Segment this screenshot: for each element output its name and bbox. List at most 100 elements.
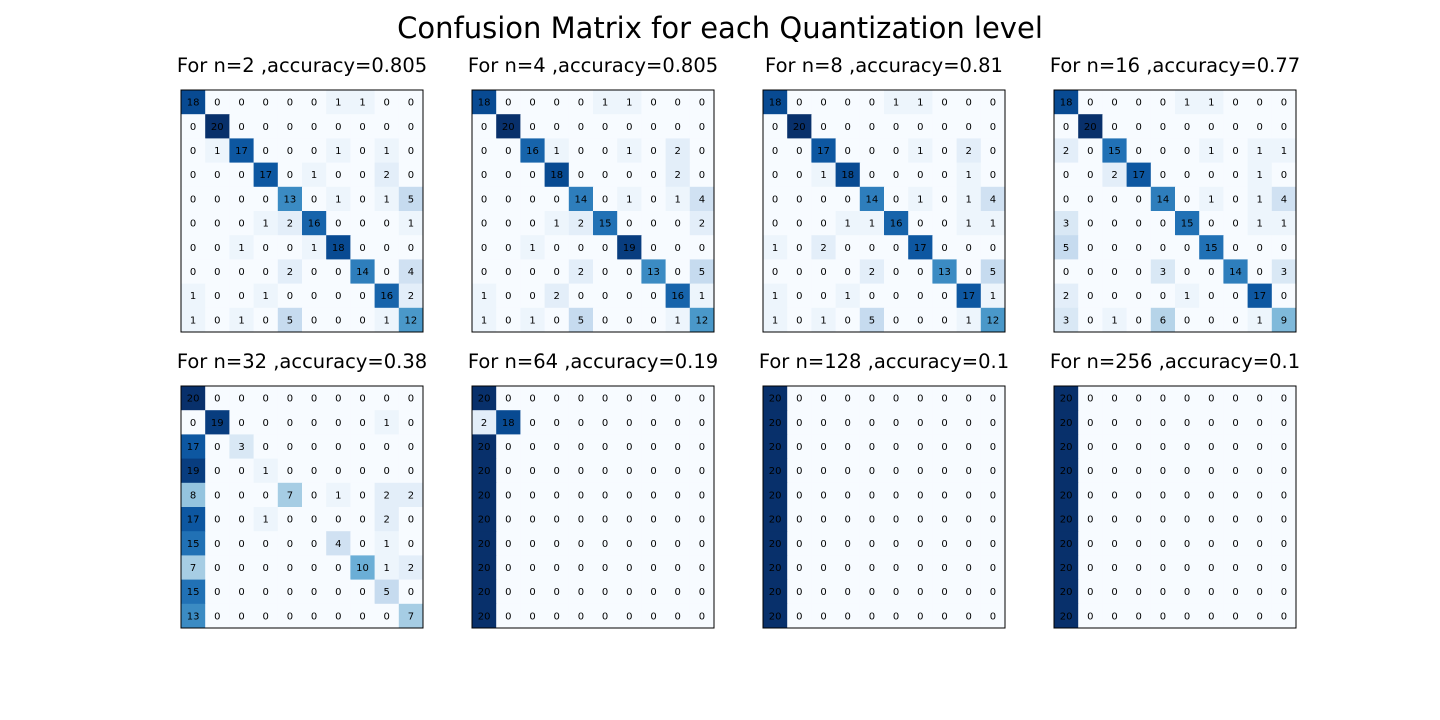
cell-value-label: 0 [650,587,656,598]
heatmap-cell [1271,458,1297,484]
cell-value-label: 0 [1136,515,1142,526]
heatmap-cell [350,114,376,139]
heatmap-cell [884,235,909,260]
cell-value-label: 0 [772,146,778,157]
heatmap-cell [472,162,497,188]
heatmap-cell [787,555,812,581]
cell-value-label: 7 [190,563,196,574]
heatmap-cell [1223,162,1249,188]
heatmap-cell [641,259,667,285]
heatmap-cell [1223,259,1249,285]
heatmap-cell [472,410,497,435]
heatmap-cell [932,482,958,508]
heatmap-cell [665,579,691,605]
cell-value-label: 5 [408,194,414,205]
cell-value-label: 0 [699,442,705,453]
cell-value-label: 0 [1136,587,1142,598]
cell-value-label: 0 [408,539,414,550]
cell-value-label: 0 [311,442,317,453]
cell-value-label: 0 [990,98,996,109]
cell-value-label: 0 [1208,442,1214,453]
heatmap-cell [617,307,642,333]
cell-value-label: 0 [1257,587,1263,598]
cell-value-label: 0 [1136,466,1142,477]
heatmap-cell [1247,458,1273,484]
heatmap-cell [1078,531,1103,556]
heatmap-cell [932,531,958,556]
heatmap-cell [1150,386,1176,411]
heatmap-cell [1054,482,1079,508]
cell-value-label: 0 [699,394,705,405]
cell-value-label: 0 [529,539,535,550]
heatmap-cell [205,259,230,285]
cell-value-label: 0 [1160,243,1166,254]
cell-value-label: 0 [626,515,632,526]
heatmap-cell [1199,579,1224,605]
cell-value-label: 0 [505,466,511,477]
cell-value-label: 0 [529,611,535,622]
heatmap-cell [956,507,982,532]
heatmap-cell [980,90,1006,115]
cell-value-label: 0 [1232,315,1238,326]
heatmap-cell [277,579,303,605]
cell-value-label: 0 [384,394,390,405]
heatmap-cell [908,211,933,236]
heatmap-cell [787,211,812,236]
heatmap-cell [398,386,424,411]
heatmap-cell [205,603,230,629]
cell-value-label: 2 [1063,146,1069,157]
heatmap-cell [956,259,982,285]
cell-value-label: 0 [554,315,560,326]
cell-value-label: 0 [505,146,511,157]
cell-value-label: 1 [893,98,899,109]
heatmap-cell [932,386,958,411]
cell-value-label: 0 [1087,315,1093,326]
heatmap-cell [980,410,1006,435]
cell-value-label: 0 [214,219,220,230]
heatmap-cell [277,138,303,164]
heatmap-cell [302,307,327,333]
heatmap-cell [1247,162,1273,188]
heatmap-cell [1175,307,1200,333]
heatmap-cell [689,259,715,285]
heatmap-cell [1126,138,1152,164]
heatmap-cell [763,579,788,605]
cell-value-label: 0 [966,515,972,526]
cell-value-label: 0 [287,466,293,477]
heatmap-cell [956,162,982,188]
heatmap-cell [593,555,618,581]
heatmap-cell [472,114,497,139]
cell-value-label: 18 [478,98,491,109]
heatmap-cell [641,186,667,212]
heatmap-cell [1271,259,1297,285]
cell-value-label: 0 [990,146,996,157]
cell-value-label: 0 [384,466,390,477]
cell-value-label: 0 [529,394,535,405]
heatmap-cell [1271,555,1297,581]
cell-value-label: 0 [990,515,996,526]
cell-value-label: 0 [917,490,923,501]
heatmap-cell [253,211,279,236]
cell-value-label: 0 [1111,563,1117,574]
cell-value-label: 0 [602,243,608,254]
heatmap-cell [350,603,376,629]
cell-value-label: 0 [917,515,923,526]
heatmap-cell [787,386,812,411]
heatmap-cell [956,211,982,236]
heatmap-cell [1126,186,1152,212]
heatmap-cell [1223,114,1249,139]
heatmap-cell [641,507,667,532]
cell-value-label: 0 [287,611,293,622]
heatmap-cell [1271,410,1297,435]
cell-value-label: 0 [1257,267,1263,278]
cell-value-label: 0 [287,563,293,574]
cell-value-label: 0 [335,394,341,405]
cell-value-label: 0 [263,315,269,326]
heatmap-cell [1126,283,1152,309]
heatmap-cell [181,386,206,411]
cell-value-label: 1 [869,219,875,230]
heatmap-cell [641,482,667,508]
heatmap-cell [1223,434,1249,460]
cell-value-label: 0 [1087,394,1093,405]
